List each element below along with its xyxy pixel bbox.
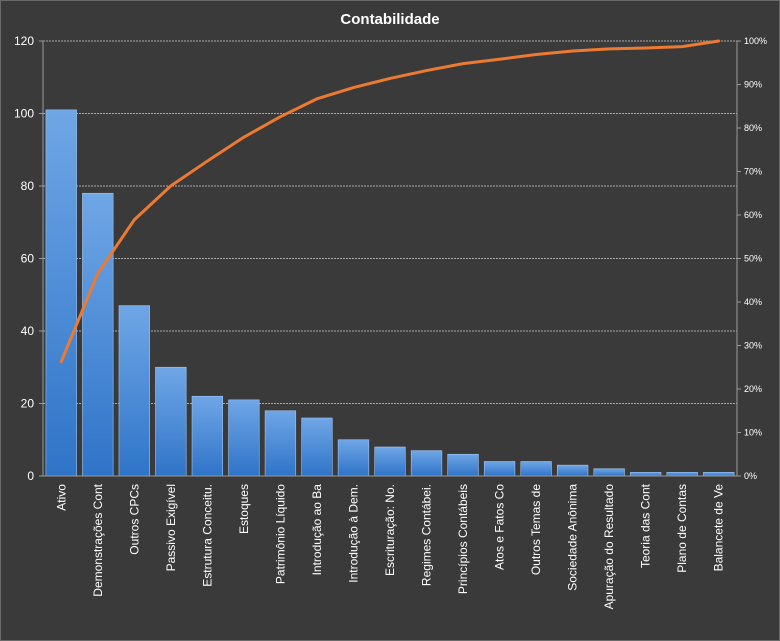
bar xyxy=(666,472,698,477)
x-tick-label: Atos e Fatos Co xyxy=(493,484,507,570)
line-point xyxy=(352,86,355,89)
x-tick-label: Princípios Contábeis xyxy=(456,484,470,594)
line-point xyxy=(133,218,136,221)
bar xyxy=(228,399,260,477)
y2-tick-label: 90% xyxy=(744,80,762,90)
line-point xyxy=(170,185,172,187)
x-tick-label: Balancete de Ve xyxy=(712,484,726,572)
line-point xyxy=(608,48,610,50)
cumulative-series-line xyxy=(59,39,721,364)
line-point xyxy=(535,53,537,56)
line-point xyxy=(498,58,501,61)
y-tick-label: 40 xyxy=(21,324,35,338)
line-point xyxy=(571,50,574,52)
line-point xyxy=(206,160,209,162)
bar xyxy=(374,446,406,477)
line-point xyxy=(425,69,428,72)
bar xyxy=(556,464,589,477)
y-tick-label: 0 xyxy=(27,469,34,483)
line-point xyxy=(243,136,245,138)
x-tick-label: Apuração do Resultado xyxy=(602,484,616,610)
y2-tick-label: 20% xyxy=(744,384,762,394)
y2-tick-label: 40% xyxy=(744,297,762,307)
y-tick-label: 100 xyxy=(14,107,34,121)
x-tick-label: Teoria das Cont xyxy=(639,483,653,568)
x-tick-label: Sociedade Anônima xyxy=(566,484,580,591)
y-tick-label: 60 xyxy=(21,252,35,266)
line-point xyxy=(681,45,684,48)
y2-tick-label: 60% xyxy=(744,210,762,220)
line-point xyxy=(96,272,99,275)
x-tick-label: Ativo xyxy=(54,484,68,511)
y-tick-label: 80 xyxy=(21,179,35,193)
y2-tick-label: 30% xyxy=(744,341,762,351)
bar xyxy=(45,109,77,477)
x-tick-label: Estrutura Conceitu. xyxy=(200,484,214,587)
bar xyxy=(264,410,297,477)
line-point xyxy=(462,62,464,65)
y2-tick-label: 80% xyxy=(744,123,762,133)
bar xyxy=(337,439,370,477)
x-tick-label: Plano de Contas xyxy=(675,484,689,573)
y-tick-label: 20 xyxy=(21,397,35,411)
bar xyxy=(593,468,625,477)
x-tick-label: Patrimônio Líquido xyxy=(273,484,287,584)
y2-tick-label: 100% xyxy=(744,36,767,46)
line-point xyxy=(389,77,391,80)
x-tick-label: Outros Temas de xyxy=(529,484,543,575)
x-tick-label: Escrituração: No. xyxy=(383,484,397,576)
y-axis-left: 0 20 40 60 80 100 120 xyxy=(14,34,44,483)
bars xyxy=(45,109,735,477)
bar xyxy=(82,192,114,477)
x-tick-label: Estoques xyxy=(237,484,251,534)
x-tick-label: Introdução ao Ba xyxy=(310,484,324,576)
bar xyxy=(155,366,187,477)
bar xyxy=(703,472,735,477)
bar xyxy=(630,472,662,477)
y-tick-label: 120 xyxy=(14,34,34,48)
x-tick-label: Regimes Contábei. xyxy=(420,484,434,586)
y2-tick-label: 50% xyxy=(744,254,762,264)
line-point xyxy=(717,40,720,42)
bar xyxy=(447,453,479,477)
line-point xyxy=(60,360,63,363)
bar xyxy=(118,305,150,477)
line-point xyxy=(644,47,647,49)
y2-tick-label: 10% xyxy=(744,428,762,438)
chart-title: Contabilidade xyxy=(340,11,439,28)
bar xyxy=(520,461,552,477)
line-point xyxy=(279,115,282,118)
cumulative-line xyxy=(59,39,721,364)
x-tick-label: Passivo Exigível xyxy=(164,484,178,571)
bar xyxy=(410,450,443,477)
line-point xyxy=(316,98,318,100)
x-tick-label: Demonstrações Cont xyxy=(91,483,105,596)
y2-tick-label: 70% xyxy=(744,167,762,177)
bar xyxy=(191,395,224,477)
y-axis-right: 0% 10% 20% 30% 40% 50% 60% 70% 80% 90% 100% xyxy=(736,36,767,481)
bar xyxy=(301,417,333,477)
x-tick-label: Introdução à Dem. xyxy=(346,484,360,583)
bar xyxy=(483,461,516,477)
x-tick-label: Outros CPCs xyxy=(127,484,141,555)
x-axis: Ativo Demonstrações Cont Outros CPCs Passiv… xyxy=(43,475,737,610)
y2-tick-label: 0% xyxy=(744,471,757,481)
